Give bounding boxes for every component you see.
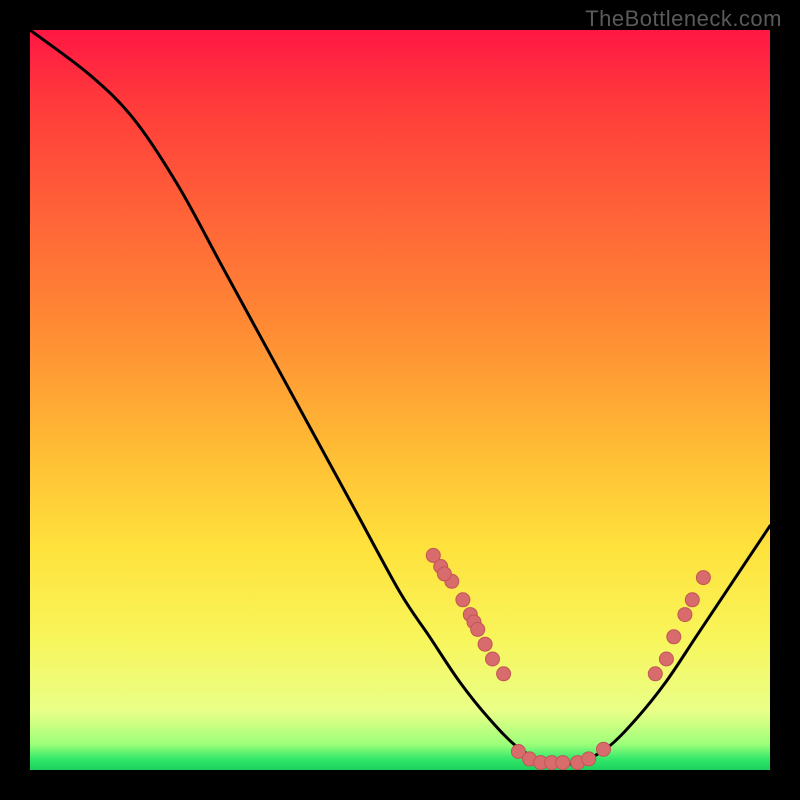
chart-svg (30, 30, 770, 770)
marker-point (648, 667, 662, 681)
marker-point (456, 593, 470, 607)
marker-point (696, 571, 710, 585)
chart-plot-area (30, 30, 770, 770)
marker-point (497, 667, 511, 681)
marker-point (659, 652, 673, 666)
marker-point (486, 652, 500, 666)
marker-point (685, 593, 699, 607)
marker-point (437, 567, 451, 581)
marker-point (597, 742, 611, 756)
marker-point (582, 752, 596, 766)
marker-point (667, 630, 681, 644)
marker-point (471, 622, 485, 636)
watermark-text: TheBottleneck.com (585, 6, 782, 32)
marker-point (678, 608, 692, 622)
marker-point (478, 637, 492, 651)
marker-point (556, 756, 570, 770)
